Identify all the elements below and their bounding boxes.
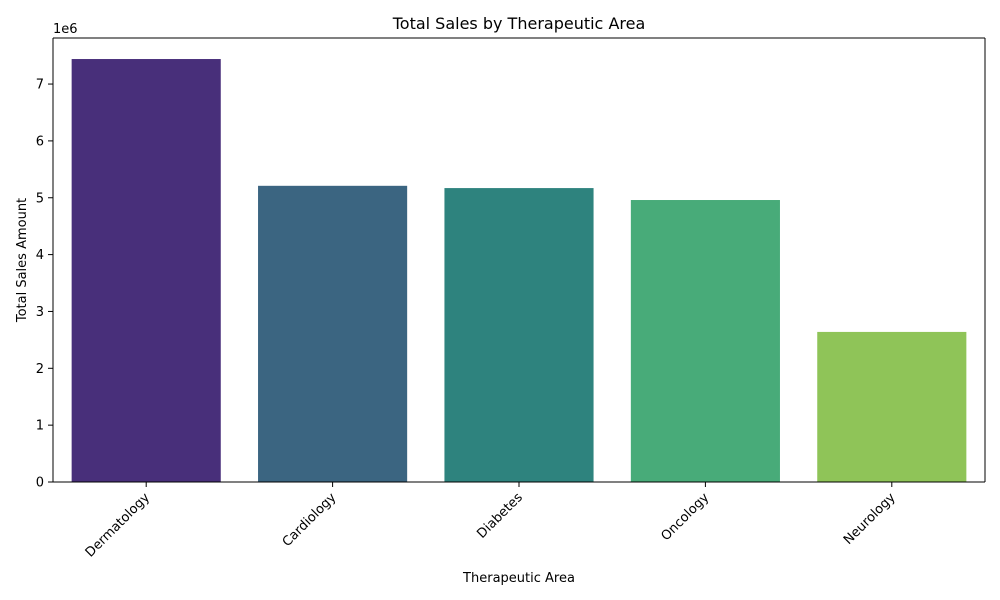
y-axis-offset-label: 1e6 [53, 22, 78, 37]
bars-group [71, 59, 967, 482]
x-tick-label: Dermatology [83, 490, 153, 560]
x-axis-title: Therapeutic Area [462, 571, 575, 586]
y-axis-ticks: 0 1 2 3 4 5 6 7 [36, 78, 53, 491]
y-tick-label: 4 [36, 248, 44, 263]
bar-cardiology [258, 185, 408, 482]
bar-oncology [630, 200, 780, 482]
y-axis-title: Total Sales Amount [15, 198, 30, 323]
y-tick-label: 7 [36, 78, 44, 93]
x-tick-label: Diabetes [474, 490, 526, 542]
bar-dermatology [71, 59, 221, 482]
bar-diabetes [444, 188, 594, 482]
y-tick-label: 2 [36, 362, 44, 377]
y-tick-label: 3 [36, 305, 44, 320]
y-tick-label: 0 [36, 476, 44, 491]
x-tick-label: Oncology [658, 490, 712, 544]
chart-title: Total Sales by Therapeutic Area [392, 14, 646, 33]
x-tick-label: Neurology [841, 490, 899, 548]
x-tick-label: Cardiology [280, 490, 340, 550]
y-tick-label: 6 [36, 134, 44, 149]
y-tick-label: 5 [36, 191, 44, 206]
y-tick-label: 1 [36, 419, 44, 434]
x-axis-ticks: Dermatology Cardiology Diabetes Oncology Neu… [83, 482, 899, 560]
bar-neurology [817, 331, 967, 482]
